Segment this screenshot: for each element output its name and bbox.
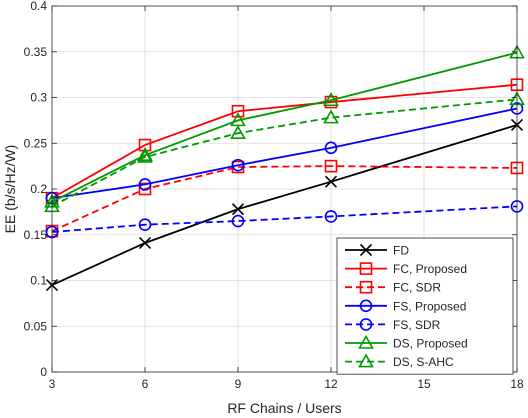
axis-ticks: 3 6 9 12 15 18 0 0.05 0.1 0.15 0.2 0.25 0.3 0.35 0.4	[24, 0, 524, 391]
legend-marker	[358, 353, 374, 368]
legend-marker	[358, 334, 374, 349]
data-point	[323, 92, 339, 107]
x-tick-label: 6	[142, 377, 149, 391]
y-axis-label: EE (b/s/Hz/W)	[2, 145, 18, 234]
series-ds-s-ahc	[44, 91, 525, 213]
legend-label: DS, Proposed	[393, 337, 468, 351]
legend-marker	[359, 318, 373, 331]
x-tick-label: 15	[417, 377, 431, 391]
x-tick-label: 12	[324, 377, 338, 391]
legend-entry: FC, Proposed	[345, 262, 467, 276]
data-point	[137, 147, 153, 161]
legend-entry: FC, SDR	[345, 281, 441, 295]
data-point	[231, 203, 245, 216]
x-tick-label: 18	[510, 377, 524, 391]
legend-entry: FS, SDR	[345, 318, 441, 332]
data-point	[138, 236, 152, 250]
y-tick-label: 0.3	[30, 91, 47, 105]
legend-entry: FS, Proposed	[345, 299, 466, 313]
legend-label: FC, Proposed	[393, 262, 467, 276]
data-point	[138, 182, 152, 196]
legend-entry: DS, S-AHC	[345, 353, 454, 369]
x-tick-label: 3	[49, 377, 56, 391]
series-line	[51, 205, 518, 233]
data-point	[138, 218, 152, 231]
grid-lines	[52, 6, 517, 372]
legend-label: FS, Proposed	[393, 299, 466, 313]
data-point	[324, 159, 338, 173]
series-line	[51, 51, 518, 203]
x-axis-label: RF Chains / Users	[227, 400, 341, 416]
data-point	[231, 104, 245, 118]
y-tick-label: 0.2	[30, 182, 47, 196]
legend-entry: FD	[345, 244, 409, 258]
y-tick-label: 0.35	[24, 45, 48, 59]
data-point	[324, 141, 338, 155]
legend-marker	[359, 262, 373, 275]
data-point	[137, 148, 153, 163]
data-point	[230, 125, 246, 139]
legend-label: FS, SDR	[393, 318, 441, 332]
data-point	[324, 210, 338, 223]
legend-entry: DS, Proposed	[345, 334, 468, 351]
data-point	[323, 109, 339, 124]
y-tick-label: 0.15	[24, 228, 48, 242]
series-line	[51, 83, 518, 199]
legend-label: FD	[393, 244, 409, 258]
y-tick-label: 0.4	[30, 0, 47, 13]
data-point	[138, 178, 152, 191]
legend-marker	[359, 299, 373, 313]
series-line	[51, 165, 518, 232]
x-tick-label: 9	[235, 377, 242, 391]
legend-marker	[359, 280, 373, 294]
y-tick-label: 0.25	[24, 136, 48, 150]
legend-label: FC, SDR	[393, 281, 441, 295]
data-point	[324, 175, 338, 188]
data-point	[231, 158, 245, 172]
data-point	[231, 214, 245, 228]
y-tick-label: 0	[40, 365, 47, 379]
legend: FD FC, Proposed FC, SDR FS, Proposed FS, SDR…	[336, 237, 514, 375]
series-line	[51, 107, 518, 200]
series-line	[51, 98, 518, 208]
legend-label: DS, S-AHC	[393, 355, 454, 369]
y-tick-label: 0.1	[30, 274, 47, 288]
y-tick-label: 0.05	[24, 319, 48, 333]
legend-marker	[359, 243, 373, 257]
